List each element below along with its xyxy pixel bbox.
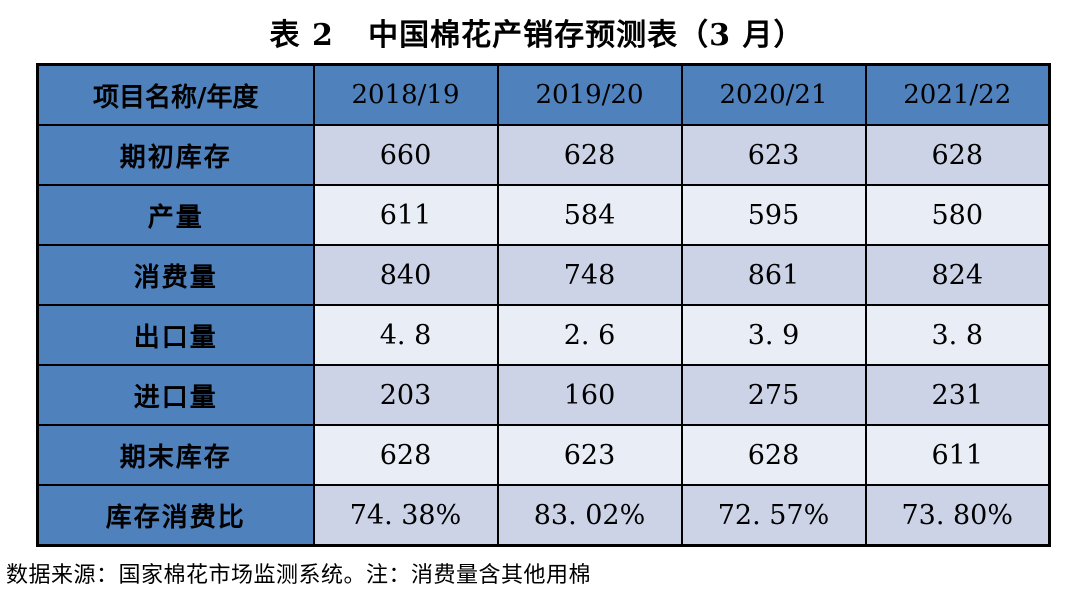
row-label: 进口量: [36, 364, 315, 426]
table-row-production: 产量 611 584 595 580: [36, 184, 1051, 246]
value-cell: 2. 6: [496, 304, 683, 366]
value-cell: 861: [680, 244, 867, 306]
row-label: 产量: [36, 184, 315, 246]
value-cell: 595: [680, 184, 867, 246]
table-row-beginning-stock: 期初库存 660 628 623 628: [36, 124, 1051, 186]
value-cell: 203: [312, 364, 499, 426]
value-cell: 840: [312, 244, 499, 306]
header-cell-year-2020-21: 2020/21: [680, 63, 867, 126]
value-cell: 623: [680, 124, 867, 186]
value-cell: 611: [864, 424, 1051, 486]
value-cell: 660: [312, 124, 499, 186]
value-cell: 580: [864, 184, 1051, 246]
value-cell: 628: [496, 124, 683, 186]
header-cell-year-2021-22: 2021/22: [864, 63, 1051, 126]
row-label: 库存消费比: [36, 484, 315, 547]
table-row-stock-to-use-ratio: 库存消费比 74. 38% 83. 02% 72. 57% 73. 80%: [36, 484, 1051, 547]
value-cell: 584: [496, 184, 683, 246]
value-cell: 74. 38%: [312, 484, 499, 547]
value-cell: 628: [864, 124, 1051, 186]
table-row-consumption: 消费量 840 748 861 824: [36, 244, 1051, 306]
value-cell: 628: [312, 424, 499, 486]
value-cell: 623: [496, 424, 683, 486]
header-cell-year-2019-20: 2019/20: [496, 63, 683, 126]
row-label: 出口量: [36, 304, 315, 366]
value-cell: 824: [864, 244, 1051, 306]
table-row-imports: 进口量 203 160 275 231: [36, 364, 1051, 426]
value-cell: 231: [864, 364, 1051, 426]
value-cell: 83. 02%: [496, 484, 683, 547]
table-title: 表 2 中国棉花产销存预测表（3 月）: [269, 18, 805, 53]
value-cell: 72. 57%: [680, 484, 867, 547]
header-cell-year-2018-19: 2018/19: [312, 63, 499, 126]
value-cell: 628: [680, 424, 867, 486]
row-label: 期末库存: [36, 424, 315, 486]
header-row: 项目名称/年度 2018/19 2019/20 2020/21 2021/22: [36, 63, 1051, 126]
table-row-exports: 出口量 4. 8 2. 6 3. 9 3. 8: [36, 304, 1051, 366]
value-cell: 73. 80%: [864, 484, 1051, 547]
row-label: 期初库存: [36, 124, 315, 186]
header-cell-item-year: 项目名称/年度: [36, 63, 315, 126]
table-row-ending-stock: 期末库存 628 623 628 611: [36, 424, 1051, 486]
cotton-forecast-table: 项目名称/年度 2018/19 2019/20 2020/21 2021/22 …: [36, 63, 1051, 547]
value-cell: 611: [312, 184, 499, 246]
data-source-note: 数据来源：国家棉花市场监测系统。注：消费量含其他用棉: [6, 563, 592, 588]
value-cell: 4. 8: [312, 304, 499, 366]
row-label: 消费量: [36, 244, 315, 306]
value-cell: 3. 8: [864, 304, 1051, 366]
value-cell: 160: [496, 364, 683, 426]
value-cell: 748: [496, 244, 683, 306]
value-cell: 275: [680, 364, 867, 426]
value-cell: 3. 9: [680, 304, 867, 366]
